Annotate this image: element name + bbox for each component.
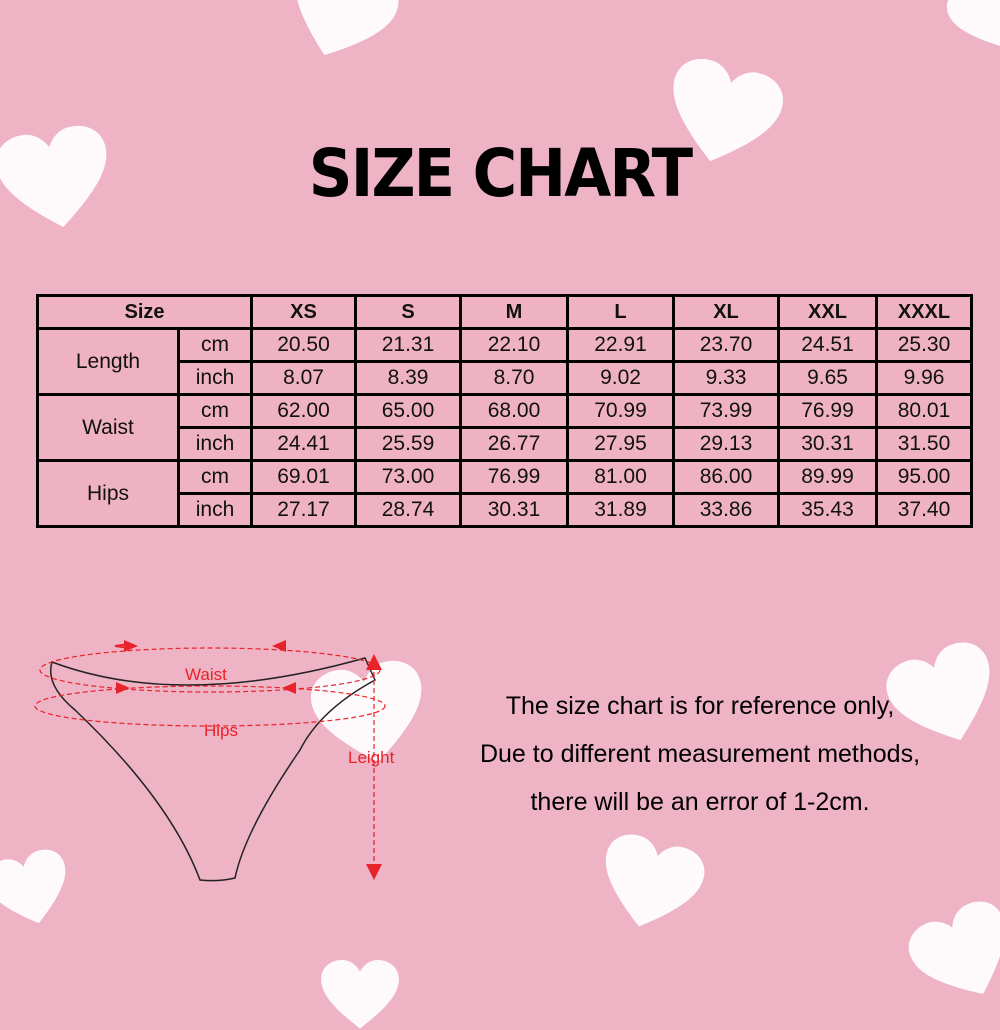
table-cell: 24.51 (777, 327, 878, 363)
heart-decoration (901, 893, 1000, 1017)
table-cell: 62.00 (250, 393, 357, 429)
table-cell: 69.01 (250, 459, 357, 495)
table-row: inch 27.17 28.74 30.31 31.89 33.86 35.43 37.40 (38, 492, 973, 528)
table-cell: 8.07 (250, 360, 357, 396)
table-cell: 27.17 (250, 492, 357, 528)
table-cell: 33.86 (672, 492, 780, 528)
table-cell: 26.77 (459, 426, 569, 462)
length-label: Leight (348, 748, 395, 767)
table-cell: 68.00 (459, 393, 569, 429)
table-cell: 80.01 (875, 393, 973, 429)
heart-decoration (272, 0, 408, 76)
table-cell: 20.50 (250, 327, 357, 363)
page-title: SIZE CHART (308, 135, 693, 212)
size-column-header: XL (672, 294, 780, 330)
table-cell: 22.10 (459, 327, 569, 363)
table-cell: 73.00 (354, 459, 462, 495)
table-cell: 70.99 (566, 393, 675, 429)
measurement-label: Waist (36, 393, 180, 462)
size-header: Size (36, 294, 253, 330)
unit-label: inch (177, 492, 253, 528)
unit-label: inch (177, 360, 253, 396)
table-cell: 76.99 (459, 459, 569, 495)
table-cell: 37.40 (875, 492, 973, 528)
unit-label: inch (177, 426, 253, 462)
size-column-header: XXXL (875, 294, 973, 330)
table-cell: 35.43 (777, 492, 878, 528)
table-cell: 73.99 (672, 393, 780, 429)
table-cell: 89.99 (777, 459, 878, 495)
size-table: Size XS S M L XL XXL XXXL Length cm 20.50 21.31 22.1… (36, 294, 973, 528)
table-cell: 21.31 (354, 327, 462, 363)
table-row: Length cm 20.50 21.31 22.10 22.91 23.70 24.51 25… (36, 327, 973, 396)
heart-decoration (585, 827, 715, 942)
table-cell: 25.59 (354, 426, 462, 462)
size-column-header: S (354, 294, 462, 330)
table-cell: 9.02 (566, 360, 675, 396)
table-header-row: Size XS S M L XL XXL XXXL (36, 294, 973, 330)
table-row: inch 24.41 25.59 26.77 27.95 29.13 30.31 31.50 (38, 426, 973, 462)
note-line: there will be an error of 1-2cm. (530, 788, 870, 816)
unit-label: cm (177, 393, 253, 429)
table-cell: 95.00 (875, 459, 973, 495)
heart-decoration (310, 960, 410, 1030)
table-row: Hips cm 69.01 73.00 76.99 81.00 86.00 89.99 95.0… (36, 459, 973, 528)
waist-label: Waist (185, 665, 227, 684)
table-cell: 86.00 (672, 459, 780, 495)
note-line: Due to different measurement methods, (479, 740, 921, 768)
table-cell: 8.39 (354, 360, 462, 396)
table-cell: 24.41 (250, 426, 357, 462)
note-line: The size chart is for reference only, (505, 692, 895, 720)
size-column-header: XXL (777, 294, 878, 330)
hips-label: Hips (204, 721, 238, 740)
table-cell: 27.95 (566, 426, 675, 462)
table-row: inch 8.07 8.39 8.70 9.02 9.33 9.65 9.96 (38, 360, 973, 396)
unit-label: cm (177, 459, 253, 495)
heart-decoration (936, 0, 1000, 63)
table-cell: 8.70 (459, 360, 569, 396)
table-cell: 25.30 (875, 327, 973, 363)
size-column-header: M (459, 294, 569, 330)
table-cell: 22.91 (566, 327, 675, 363)
unit-label: cm (177, 327, 253, 363)
table-cell: 31.89 (566, 492, 675, 528)
size-column-header: XS (250, 294, 357, 330)
table-cell: 31.50 (875, 426, 973, 462)
table-cell: 76.99 (777, 393, 878, 429)
measurement-label: Hips (36, 459, 180, 528)
size-column-header: L (566, 294, 675, 330)
table-row: Waist cm 62.00 65.00 68.00 70.99 73.99 76.99 80.… (36, 393, 973, 462)
table-cell: 65.00 (354, 393, 462, 429)
measurement-label: Length (36, 327, 180, 396)
table-cell: 9.33 (672, 360, 780, 396)
table-cell: 30.31 (459, 492, 569, 528)
table-cell: 9.65 (777, 360, 878, 396)
garment-diagram: Waist Hips Leight (34, 640, 395, 882)
table-cell: 9.96 (875, 360, 973, 396)
table-cell: 30.31 (777, 426, 878, 462)
table-cell: 28.74 (354, 492, 462, 528)
table-cell: 29.13 (672, 426, 780, 462)
table-cell: 23.70 (672, 327, 780, 363)
table-cell: 81.00 (566, 459, 675, 495)
